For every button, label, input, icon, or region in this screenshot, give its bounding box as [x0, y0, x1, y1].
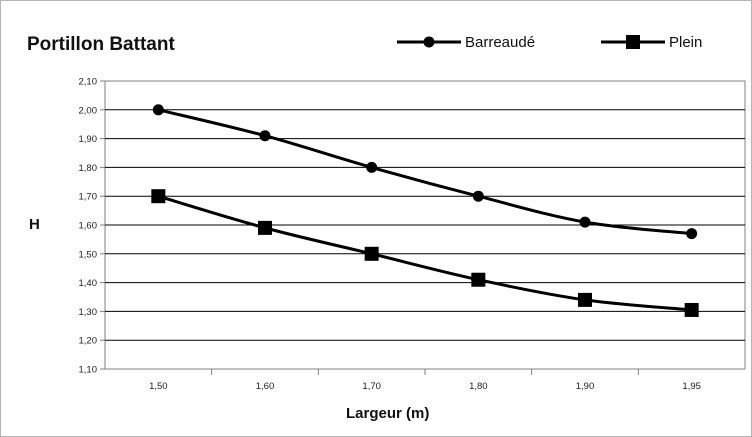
data-point-barreaud- [686, 228, 698, 240]
y-axis-label: H [29, 216, 40, 233]
data-point-barreaud- [472, 190, 484, 202]
data-point-barreaud- [152, 104, 164, 116]
data-point-barreaud- [259, 130, 271, 142]
y-tick-label: 1,40 [79, 278, 98, 289]
x-tick-label: 1,80 [469, 381, 488, 392]
data-point-plein [258, 220, 272, 235]
y-tick-label: 1,30 [79, 307, 98, 318]
legend-marker-plein [626, 35, 640, 49]
y-tick-label: 2,00 [79, 105, 98, 116]
y-tick-label: 2,10 [79, 77, 98, 88]
legend-label-plein: Plein [669, 34, 702, 51]
x-axis-label: Largeur (m) [346, 405, 429, 422]
y-tick-label: 1,90 [79, 134, 98, 145]
data-point-plein [684, 302, 699, 317]
y-tick-label: 1,50 [79, 249, 98, 260]
x-tick-label: 1,50 [149, 381, 168, 392]
y-tick-label: 1,60 [79, 221, 98, 232]
data-point-plein [578, 292, 592, 307]
y-tick-label: 1,70 [79, 192, 98, 203]
x-tick-label: 1,60 [256, 381, 275, 392]
data-point-plein [471, 272, 486, 287]
legend-marker-barreaude [423, 36, 435, 48]
data-point-plein [151, 189, 166, 204]
legend-label-barreaude: Barreaudé [465, 34, 535, 51]
y-tick-label: 1,20 [79, 336, 98, 347]
series-line-plein [157, 194, 692, 312]
x-tick-label: 1,90 [576, 381, 595, 392]
chart-title: Portillon Battant [27, 34, 175, 55]
data-point-barreaud- [366, 161, 378, 173]
legend: Barreaudé Plein [397, 34, 702, 51]
data-point-barreaud- [579, 216, 591, 228]
data-point-plein [364, 246, 379, 261]
x-tick-label: 1,70 [362, 381, 381, 392]
y-tick-label: 1,10 [79, 365, 98, 376]
y-tick-label: 1,80 [79, 163, 98, 174]
x-tick-label: 1,95 [682, 381, 701, 392]
series-line-barreaud- [157, 108, 692, 236]
